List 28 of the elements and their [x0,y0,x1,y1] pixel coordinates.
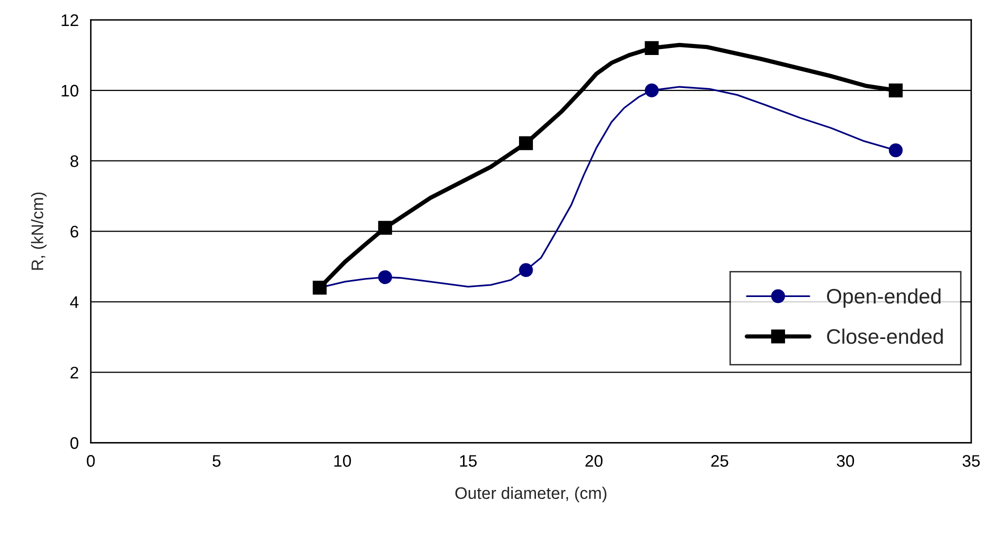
point [888,143,903,158]
x-tick-label: 0 [86,455,95,467]
x-axis-title: Outer diameter, (cm) [455,486,606,502]
point [378,220,392,235]
point [519,136,533,150]
point [378,270,392,284]
y-axis-title: R, (kN/cm) [31,192,47,270]
x-tick-label: 20 [585,455,603,467]
y-tick-label: 10 [62,84,78,97]
point [644,41,659,56]
y-tick-label: 12 [62,14,78,26]
x-tick-label: 15 [460,455,477,467]
x-tick-label: 5 [212,455,221,467]
point [312,280,327,295]
x-tick-label: 10 [334,455,351,467]
y-tick-label: 4 [70,296,79,308]
y-tick-label: 0 [70,437,78,449]
x-tick-label: 30 [836,455,854,467]
y-tick-label: 2 [70,366,78,378]
point [888,83,903,98]
y-tick-label: 8 [70,155,78,168]
point [519,263,533,278]
point [644,83,659,98]
legend-label: Close-ended [827,328,943,344]
x-tick-label: 25 [711,455,728,467]
legend-label: Open-ended [826,288,940,308]
x-tick-label: 35 [962,455,980,467]
y-tick-label: 6 [70,226,78,238]
